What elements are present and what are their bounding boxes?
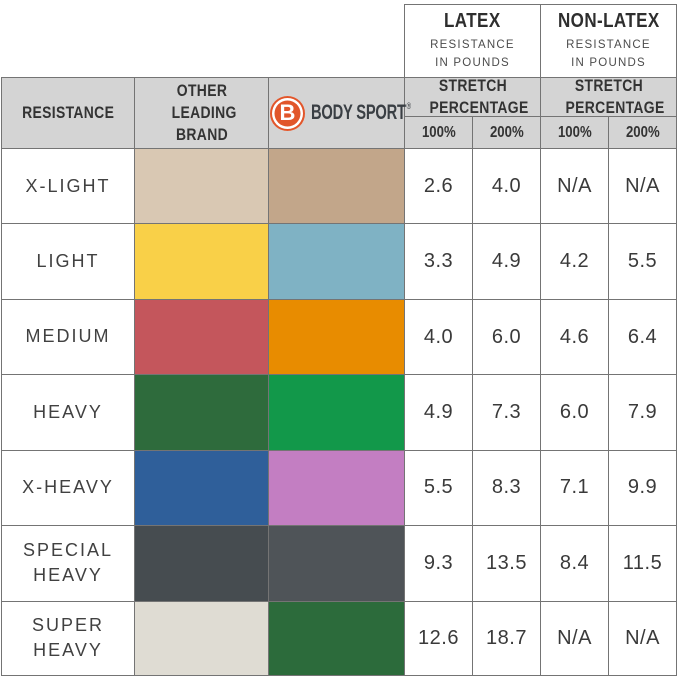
latex-stretch-label: STRETCH PERCENTAGE	[429, 75, 529, 117]
body-sport-swatch	[268, 600, 404, 676]
non-latex-100-value: 6.0	[540, 374, 608, 450]
non-latex-title: NON-LATEX	[557, 9, 660, 32]
row-label-light: LIGHT	[1, 223, 134, 299]
non-latex-stretch-label: STRETCH PERCENTAGE	[565, 75, 665, 117]
row-label-super-heavy: SUPER HEAVY	[1, 600, 134, 676]
body-sport-swatch	[268, 449, 404, 526]
latex-200-header: 200%	[472, 116, 540, 148]
latex-100-value: 2.6	[404, 148, 472, 224]
non-latex-200-value: N/A	[608, 600, 677, 676]
body-sport-swatch	[268, 374, 404, 450]
row-label-medium: MEDIUM	[1, 298, 134, 375]
comparison-table: LATEX RESISTANCE IN POUNDS NON-LATEX RES…	[1, 4, 677, 676]
latex-100-value: 4.9	[404, 374, 472, 450]
latex-200-value: 4.9	[472, 223, 540, 299]
non-latex-100-value: 8.4	[540, 525, 608, 601]
non-latex-200-value: 5.5	[608, 223, 677, 299]
other-brand-swatch	[134, 374, 268, 450]
row-label-heavy: HEAVY	[1, 374, 134, 450]
body-sport-logo: B BODY SPORT®	[270, 95, 411, 131]
body-sport-swatch	[268, 223, 404, 299]
non-latex-stretch-header: STRETCH PERCENTAGE	[540, 75, 677, 117]
latex-100-header: 100%	[404, 116, 472, 148]
non-latex-200-value: 9.9	[608, 449, 677, 526]
latex-200-value: 6.0	[472, 298, 540, 375]
body-sport-wordmark: BODY SPORT®	[311, 101, 412, 124]
blank-corner	[1, 4, 404, 77]
latex-100-value: 5.5	[404, 449, 472, 526]
latex-200-value: 7.3	[472, 374, 540, 450]
non-latex-subtitle: RESISTANCE IN POUNDS	[566, 38, 651, 69]
latex-subtitle: RESISTANCE IN POUNDS	[430, 38, 515, 69]
non-latex-100-header: 100%	[540, 116, 608, 148]
non-latex-100-value: 4.2	[540, 223, 608, 299]
other-brand-header-label: OTHER LEADING BRAND	[171, 80, 237, 145]
other-brand-swatch	[134, 525, 268, 601]
other-brand-swatch	[134, 600, 268, 676]
non-latex-200-value: 11.5	[608, 525, 677, 601]
non-latex-100-value: 4.6	[540, 298, 608, 375]
latex-100-value: 9.3	[404, 525, 472, 601]
other-brand-swatch	[134, 148, 268, 224]
latex-header: LATEX RESISTANCE IN POUNDS	[404, 4, 540, 77]
latex-200-value: 8.3	[472, 449, 540, 526]
body-sport-logo-icon: B	[270, 95, 305, 131]
non-latex-header: NON-LATEX RESISTANCE IN POUNDS	[540, 4, 677, 77]
non-latex-100-value: N/A	[540, 600, 608, 676]
resistance-header-label: RESISTANCE	[21, 102, 115, 122]
latex-stretch-header: STRETCH PERCENTAGE	[404, 75, 540, 117]
other-brand-swatch	[134, 223, 268, 299]
row-label-special-heavy: SPECIAL HEAVY	[1, 525, 134, 601]
latex-100-value: 3.3	[404, 223, 472, 299]
row-label-x-light: X-LIGHT	[1, 148, 134, 224]
latex-200-value: 13.5	[472, 525, 540, 601]
other-brand-swatch	[134, 449, 268, 526]
non-latex-100-value: 7.1	[540, 449, 608, 526]
non-latex-100-value: N/A	[540, 148, 608, 224]
non-latex-200-value: 7.9	[608, 374, 677, 450]
latex-title: LATEX	[444, 9, 501, 32]
body-sport-swatch	[268, 525, 404, 601]
other-brand-column-header: OTHER LEADING BRAND	[134, 77, 268, 148]
resistance-column-header: RESISTANCE	[1, 77, 134, 148]
row-label-x-heavy: X-HEAVY	[1, 449, 134, 526]
registered-trademark: ®	[406, 101, 412, 111]
body-sport-swatch	[268, 148, 404, 224]
latex-200-value: 4.0	[472, 148, 540, 224]
body-sport-column-header: B BODY SPORT®	[268, 77, 411, 148]
other-brand-swatch	[134, 298, 268, 375]
non-latex-200-header: 200%	[608, 116, 677, 148]
latex-200-value: 18.7	[472, 600, 540, 676]
non-latex-200-value: 6.4	[608, 298, 677, 375]
non-latex-200-value: N/A	[608, 148, 677, 224]
body-sport-swatch	[268, 298, 404, 375]
latex-100-value: 12.6	[404, 600, 472, 676]
latex-100-value: 4.0	[404, 298, 472, 375]
